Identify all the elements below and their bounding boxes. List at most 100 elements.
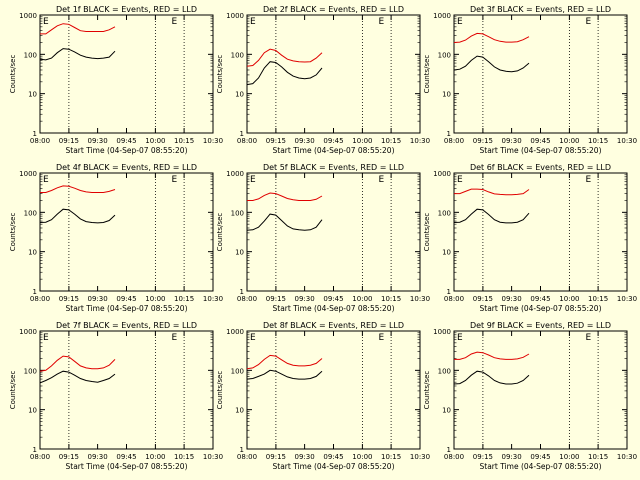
y-tick-label: 10 — [235, 91, 244, 99]
event-marker: E — [585, 17, 591, 27]
series-line-lld — [454, 188, 530, 196]
y-tick-label: 1000 — [19, 12, 37, 20]
series-line-lld — [40, 23, 116, 35]
y-tick-label: 1000 — [433, 328, 451, 336]
panel-title: Det 7f BLACK = Events, RED = LLD — [56, 321, 197, 330]
series-line-events — [246, 369, 323, 380]
x-tick-label: 09:45 — [116, 295, 136, 303]
x-tick-label: 08:00 — [30, 295, 50, 303]
x-tick-label: 10:00 — [145, 453, 165, 461]
x-tick-label: 09:15 — [266, 453, 286, 461]
plot-frame — [39, 172, 214, 292]
x-axis-label: Start Time (04-Sep-07 08:55:20) — [66, 146, 188, 155]
y-tick-label: 10 — [235, 407, 244, 415]
x-tick-label: 09:15 — [59, 453, 79, 461]
x-tick-label: 08:00 — [237, 453, 257, 461]
plot-frame — [246, 14, 421, 134]
event-marker: E — [171, 17, 177, 27]
x-tick-label: 10:30 — [203, 137, 223, 145]
x-tick-label: 09:15 — [59, 295, 79, 303]
y-tick-label: 100 — [438, 51, 451, 59]
plot-frame — [39, 14, 214, 134]
x-axis-label: Start Time (04-Sep-07 08:55:20) — [66, 462, 188, 471]
x-tick-label: 09:30 — [88, 453, 108, 461]
event-marker: E — [378, 17, 384, 27]
series-line-events — [39, 208, 116, 224]
event-marker: E — [457, 17, 463, 27]
x-tick-label: 09:15 — [59, 137, 79, 145]
y-tick-label: 100 — [24, 209, 37, 217]
detector-panel-2: Det 2f BLACK = Events, RED = LLD 1 10 100 10… — [216, 5, 430, 155]
x-axis-label: Start Time (04-Sep-07 08:55:20) — [273, 146, 395, 155]
x-tick-label: 10:30 — [617, 137, 637, 145]
x-tick-label: 09:30 — [88, 137, 108, 145]
x-tick-label: 09:45 — [530, 295, 550, 303]
y-tick-label: 1 — [447, 288, 451, 296]
x-tick-label: 09:45 — [530, 453, 550, 461]
x-tick-label: 10:30 — [410, 453, 430, 461]
x-tick-label: 09:15 — [473, 295, 493, 303]
event-marker: E — [250, 333, 256, 343]
plot-frame — [246, 172, 421, 292]
plot-frame — [453, 14, 628, 134]
y-tick-label: 100 — [231, 209, 244, 217]
detector-panel-1: Det 1f BLACK = Events, RED = LLD 1 10 100 10… — [9, 5, 223, 155]
y-tick-label: 10 — [28, 249, 37, 257]
event-marker: E — [585, 333, 591, 343]
series-line-lld — [454, 351, 530, 360]
event-marker: E — [43, 17, 49, 27]
panel-title: Det 5f BLACK = Events, RED = LLD — [263, 163, 404, 172]
x-tick-label: 08:00 — [444, 453, 464, 461]
x-tick-label: 09:30 — [88, 295, 108, 303]
event-marker: E — [378, 333, 384, 343]
x-tick-label: 09:45 — [323, 453, 343, 461]
y-tick-label: 1000 — [433, 170, 451, 178]
x-tick-label: 10:00 — [352, 453, 372, 461]
x-axis-label: Start Time (04-Sep-07 08:55:20) — [66, 304, 188, 313]
detector-panel-5: Det 5f BLACK = Events, RED = LLD 1 10 100 10… — [216, 163, 430, 313]
x-tick-label: 10:30 — [203, 453, 223, 461]
detector-panel-3: Det 3f BLACK = Events, RED = LLD 1 10 100 10… — [423, 5, 637, 155]
y-axis-label: Counts/sec — [423, 371, 431, 410]
x-tick-label: 10:15 — [588, 295, 608, 303]
event-marker: E — [171, 333, 177, 343]
y-tick-label: 10 — [442, 249, 451, 257]
panel-title: Det 6f BLACK = Events, RED = LLD — [470, 163, 611, 172]
y-tick-label: 10 — [442, 91, 451, 99]
detector-panel-7: Det 7f BLACK = Events, RED = LLD 1 10 100 10… — [9, 321, 223, 471]
x-axis-label: Start Time (04-Sep-07 08:55:20) — [273, 462, 395, 471]
x-axis-label: Start Time (04-Sep-07 08:55:20) — [273, 304, 395, 313]
x-tick-label: 10:00 — [559, 295, 579, 303]
panel-title: Det 4f BLACK = Events, RED = LLD — [56, 163, 197, 172]
y-tick-label: 1 — [33, 130, 37, 138]
series-line-lld — [246, 354, 323, 370]
y-tick-label: 1 — [33, 446, 37, 454]
x-tick-label: 09:45 — [116, 453, 136, 461]
y-tick-label: 10 — [28, 407, 37, 415]
panel-title: Det 3f BLACK = Events, RED = LLD — [470, 5, 611, 14]
x-tick-label: 10:15 — [588, 453, 608, 461]
series-line-events — [39, 370, 116, 384]
x-tick-label: 08:00 — [237, 295, 257, 303]
x-tick-label: 10:00 — [559, 137, 579, 145]
event-marker: E — [457, 175, 463, 185]
x-tick-label: 09:30 — [295, 137, 315, 145]
y-tick-label: 1 — [447, 130, 451, 138]
x-tick-label: 09:45 — [323, 295, 343, 303]
x-tick-label: 09:30 — [295, 295, 315, 303]
y-axis-label: Counts/sec — [423, 213, 431, 252]
detector-panel-6: Det 6f BLACK = Events, RED = LLD 1 10 100 10… — [423, 163, 637, 313]
y-axis-label: Counts/sec — [216, 213, 224, 252]
y-axis-label: Counts/sec — [9, 213, 17, 252]
x-axis-label: Start Time (04-Sep-07 08:55:20) — [480, 304, 602, 313]
event-marker: E — [457, 333, 463, 343]
series-line-events — [453, 55, 530, 73]
detector-panel-8: Det 8f BLACK = Events, RED = LLD 1 10 100 10… — [216, 321, 430, 471]
event-marker: E — [378, 175, 384, 185]
x-tick-label: 10:15 — [381, 137, 401, 145]
x-tick-label: 10:30 — [410, 137, 430, 145]
x-tick-label: 10:00 — [145, 295, 165, 303]
y-tick-label: 1 — [240, 288, 244, 296]
y-tick-label: 100 — [231, 367, 244, 375]
y-tick-label: 100 — [231, 51, 244, 59]
